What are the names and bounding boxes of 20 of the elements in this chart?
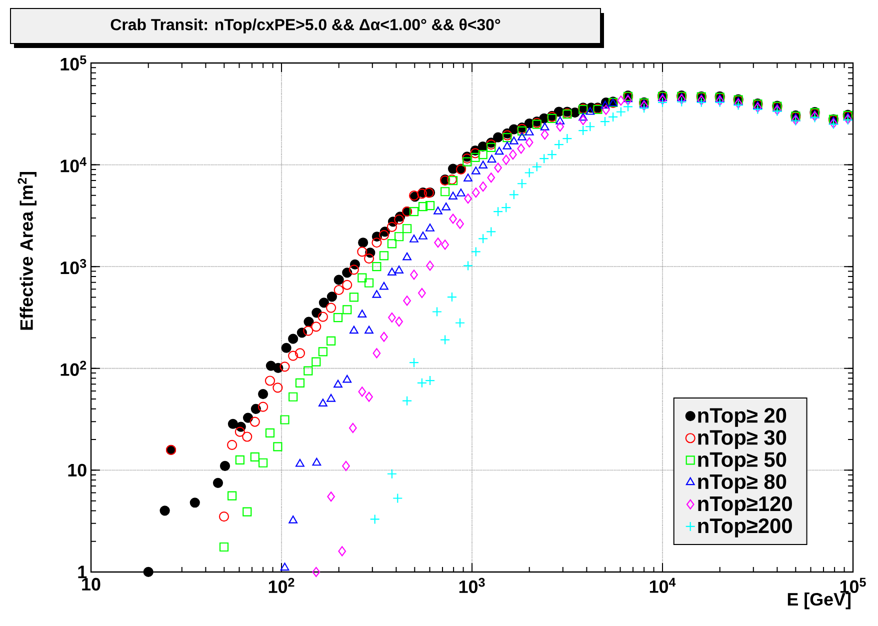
legend-label: nTop≥ 20: [698, 408, 786, 427]
x-tick-label: 10$^{2}$: [268, 578, 294, 594]
x-tick-label: 10: [82, 578, 100, 591]
legend-label: nTop≥120: [698, 496, 792, 516]
x-tick-label: 10$^{5}$: [840, 578, 866, 593]
y-tick-label: 10: [68, 464, 86, 477]
x-tick-label: 10$^{4}$: [650, 578, 676, 593]
chart-title: Crab Transit: nTop/cxPE>5.0 && Δα<1.00° && θ<30°: [110, 18, 500, 34]
y-axis-title: Effective Area [m$^{2}$]: [18, 172, 36, 330]
legend-label: nTop≥ 50: [698, 452, 786, 472]
y-tick-label: 10$^{3}$: [60, 258, 86, 274]
x-tick-label: 10$^{3}$: [459, 578, 485, 594]
legend-label: nTop≥ 80: [698, 474, 786, 494]
legend-label: nTop≥ 30: [698, 430, 786, 450]
y-tick-label: 1: [78, 566, 87, 578]
legend-label: nTop≥200: [698, 518, 792, 538]
y-tick-label: 10$^{2}$: [60, 360, 86, 376]
x-axis-title: E [GeV]: [788, 592, 850, 610]
y-tick-label: 10$^{4}$: [60, 157, 87, 172]
y-tick-label: 10$^{5}$: [60, 55, 86, 71]
